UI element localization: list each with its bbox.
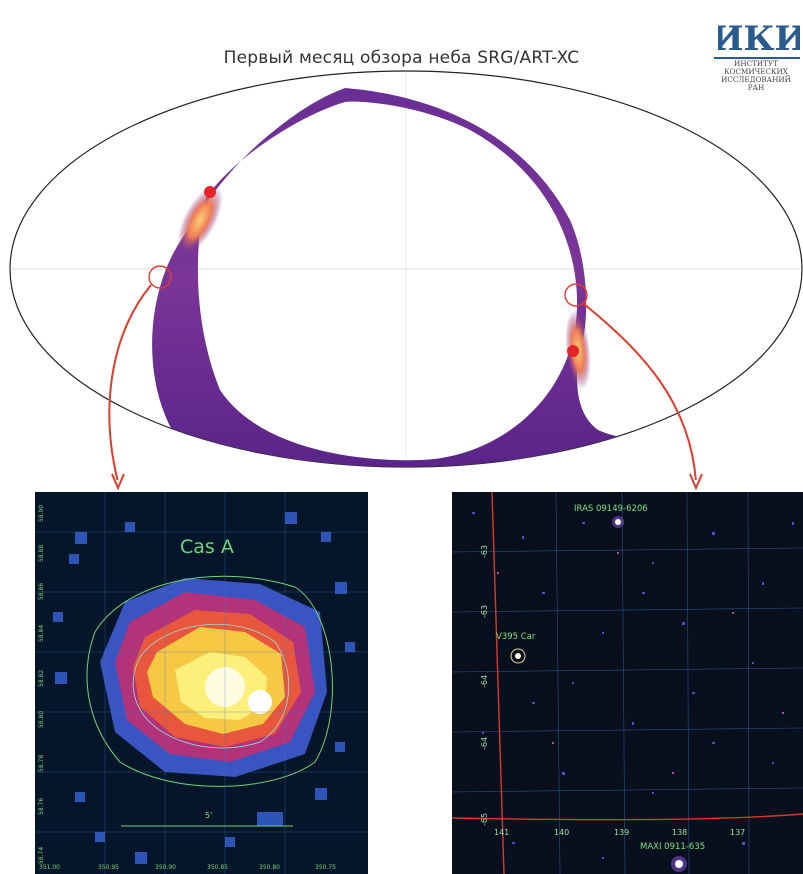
logo-mark-text: ИКИ bbox=[718, 19, 800, 56]
marker-ecliptic-pole-south bbox=[567, 345, 579, 357]
bright-segment-left bbox=[177, 185, 223, 255]
arrowheads bbox=[111, 473, 703, 491]
scale-bar-label: 5' bbox=[205, 811, 213, 820]
inner-contour bbox=[132, 623, 290, 749]
ra-tick: 137 bbox=[730, 828, 746, 837]
all-sky-map bbox=[9, 70, 803, 480]
carina-image bbox=[452, 492, 803, 874]
source-label-v395-car: V395 Car bbox=[496, 632, 536, 642]
ra-axis bbox=[452, 813, 803, 821]
dec-tick: -63 bbox=[480, 604, 489, 618]
coordinate-grid bbox=[35, 492, 368, 874]
ra-tick: 138 bbox=[672, 828, 688, 837]
dec-axis bbox=[491, 492, 505, 874]
dec-tick: -64 bbox=[480, 674, 489, 688]
page-title: Первый месяц обзора неба SRG/ART-XC bbox=[223, 48, 580, 68]
arrow-to-cas-a bbox=[108, 284, 152, 480]
source-maxi-0911-635 bbox=[671, 856, 687, 872]
coordinate-grid bbox=[452, 492, 803, 874]
carina-location-circle bbox=[564, 283, 588, 307]
y-tick: 58.80 bbox=[38, 710, 45, 728]
source-label-iras: IRAS 09149-6206 bbox=[574, 504, 648, 514]
background-noise-magenta bbox=[497, 552, 784, 774]
ra-tick: 140 bbox=[554, 828, 570, 837]
arrow-to-carina bbox=[583, 303, 697, 480]
y-tick: 58.88 bbox=[38, 544, 45, 562]
source-iras-09149-6206 bbox=[612, 516, 624, 528]
x-tick: 350.85 bbox=[207, 864, 228, 871]
x-tick: 351.00 bbox=[39, 864, 60, 871]
source-v395-car bbox=[510, 648, 526, 664]
dec-tick: -63 bbox=[480, 544, 489, 558]
ra-tick: 139 bbox=[614, 828, 630, 837]
carina-image-panel: IRAS 09149-6206 V395 Car MAXI 0911-635 1… bbox=[452, 492, 803, 874]
y-tick: 58.90 bbox=[38, 504, 45, 522]
x-tick: 350.75 bbox=[315, 864, 336, 871]
scan-band bbox=[152, 88, 640, 467]
y-tick: 58.86 bbox=[38, 582, 45, 600]
background-noise bbox=[53, 512, 355, 864]
cas-a-image-panel: Cas A 5' 58.90 58.88 58.86 58.84 58.82 5… bbox=[35, 492, 368, 874]
source-label-maxi: MAXI 0911-635 bbox=[640, 842, 706, 852]
outer-contour bbox=[86, 575, 333, 787]
iki-logo: ИКИ ИНСТИТУТ КОСМИЧЕСКИХ ИССЛЕДОВАНИЙ РА… bbox=[712, 16, 800, 98]
cas-a-title: Cas A bbox=[180, 536, 234, 558]
cas-a-location-circle bbox=[148, 265, 172, 289]
y-tick: 58.76 bbox=[38, 797, 45, 815]
x-tick: 350.95 bbox=[98, 864, 119, 871]
arrowhead-cas-a bbox=[111, 473, 125, 491]
y-tick: 58.84 bbox=[38, 624, 45, 642]
dec-tick: -65 bbox=[480, 812, 489, 826]
arrowhead-carina bbox=[689, 473, 703, 491]
logo-rule bbox=[714, 57, 800, 59]
cas-a-image bbox=[35, 492, 368, 874]
cas-a-remnant bbox=[100, 578, 327, 777]
iki-logo-mark: ИКИ bbox=[718, 19, 800, 56]
x-tick: 350.90 bbox=[155, 864, 176, 871]
x-tick: 350.80 bbox=[259, 864, 280, 871]
background-noise bbox=[472, 512, 794, 859]
y-tick: 58.82 bbox=[38, 669, 45, 687]
dec-tick: -64 bbox=[480, 736, 489, 750]
logo-text: ИНСТИТУТ КОСМИЧЕСКИХ ИССЛЕДОВАНИЙ РАН bbox=[721, 59, 791, 92]
ra-tick: 141 bbox=[494, 828, 510, 837]
y-tick: 58.74 bbox=[38, 846, 45, 864]
y-tick: 58.78 bbox=[38, 754, 45, 772]
marker-ecliptic-pole-north bbox=[204, 186, 216, 198]
